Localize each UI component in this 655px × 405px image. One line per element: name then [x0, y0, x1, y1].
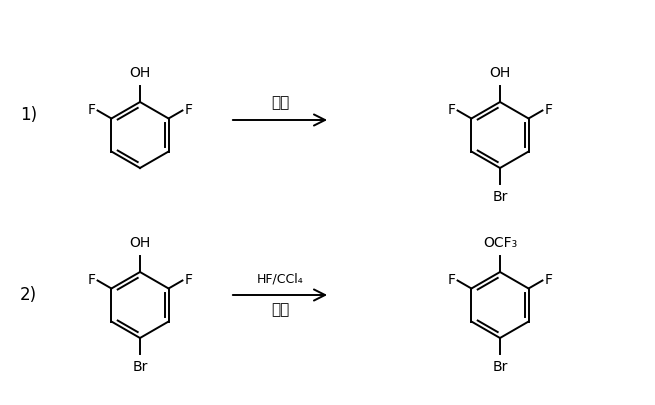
Text: 溴代: 溴代 — [271, 95, 289, 110]
Text: OCF₃: OCF₃ — [483, 236, 517, 250]
Text: 1): 1) — [20, 106, 37, 124]
Text: F: F — [185, 102, 193, 117]
Text: F: F — [447, 273, 456, 286]
Text: 偶联: 偶联 — [271, 302, 289, 317]
Text: Br: Br — [132, 360, 147, 374]
Text: F: F — [447, 102, 456, 117]
Text: F: F — [88, 273, 96, 286]
Text: OH: OH — [489, 66, 511, 80]
Text: Br: Br — [493, 190, 508, 204]
Text: Br: Br — [493, 360, 508, 374]
Text: F: F — [544, 273, 552, 286]
Text: OH: OH — [130, 236, 151, 250]
Text: HF/CCl₄: HF/CCl₄ — [257, 272, 303, 285]
Text: OH: OH — [130, 66, 151, 80]
Text: F: F — [544, 102, 552, 117]
Text: F: F — [185, 273, 193, 286]
Text: 2): 2) — [20, 286, 37, 304]
Text: F: F — [88, 102, 96, 117]
